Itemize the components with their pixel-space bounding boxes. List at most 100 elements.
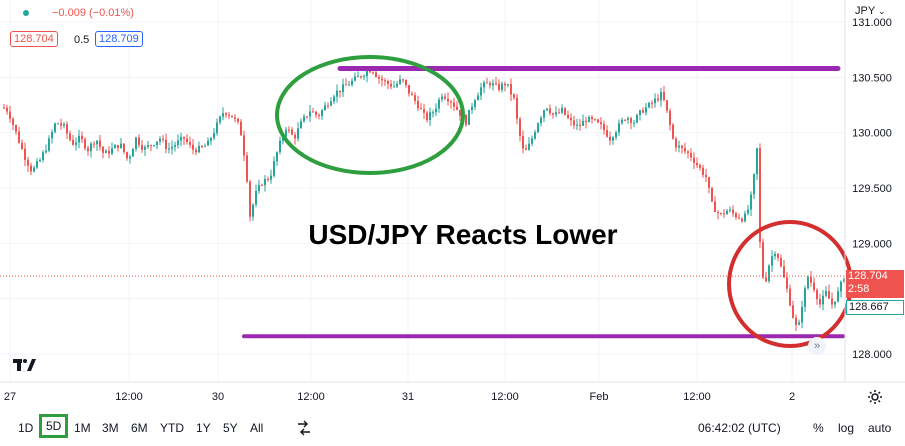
candle-body xyxy=(54,123,56,132)
candle-body xyxy=(207,140,209,146)
candle-body xyxy=(432,112,434,114)
candle-body xyxy=(285,129,287,137)
candle-body xyxy=(252,204,254,217)
candle-body xyxy=(459,109,461,116)
candle-body xyxy=(711,187,713,202)
candle-body xyxy=(567,114,569,118)
candle-body xyxy=(801,306,803,323)
candle-body xyxy=(813,282,815,290)
candle-body xyxy=(660,91,662,101)
candle-body xyxy=(633,122,635,124)
candle-body xyxy=(423,109,425,113)
candle-body xyxy=(507,84,509,86)
candle-body xyxy=(819,299,821,305)
candle-body xyxy=(447,98,449,102)
bid-price[interactable]: 128.704 xyxy=(10,31,58,47)
candle-body xyxy=(726,210,728,215)
candle-body xyxy=(369,71,371,73)
candle-body xyxy=(381,78,383,81)
currency-menu[interactable]: JPY ⌄ xyxy=(855,5,886,17)
range-3m[interactable]: 3M xyxy=(102,421,119,435)
candle-body xyxy=(576,124,578,126)
green-circle-annotation xyxy=(275,55,465,175)
candle-body xyxy=(174,144,176,147)
range-6m[interactable]: 6M xyxy=(131,421,148,435)
candle-body xyxy=(138,137,140,145)
candle-body xyxy=(543,110,545,118)
candle-body xyxy=(315,111,317,115)
candle-body xyxy=(33,167,35,172)
utc-clock[interactable]: 06:42:02 (UTC) xyxy=(698,421,781,435)
candle-body xyxy=(582,120,584,126)
candle-body xyxy=(549,108,551,114)
price-axis[interactable]: 131.000 130.500 130.000 129.500 129.000 128.0… xyxy=(852,17,892,361)
candle-body xyxy=(531,138,533,144)
time-tick-label: 31 xyxy=(402,391,414,403)
percent-toggle[interactable]: % xyxy=(813,421,824,435)
candle-body xyxy=(198,146,200,153)
candle-body xyxy=(681,145,683,148)
candle-body xyxy=(393,86,395,88)
candle-body xyxy=(783,266,785,278)
candle-body xyxy=(111,148,113,154)
candle-body xyxy=(669,110,671,125)
price-tick-label: 129.000 xyxy=(852,238,892,250)
candle-body xyxy=(570,117,572,121)
candle-body xyxy=(804,288,806,307)
candle-body xyxy=(81,135,83,140)
candle-body xyxy=(471,106,473,110)
tradingview-logo[interactable] xyxy=(13,357,37,373)
bottom-toolbar: 1D 5D 1M 3M 6M YTD 1Y 5Y All 06:42:02 (UTC) % lo… xyxy=(0,412,905,446)
candle-body xyxy=(36,161,38,168)
range-1d[interactable]: 1D xyxy=(18,421,34,435)
candle-body xyxy=(792,305,794,318)
candle-body xyxy=(321,110,323,116)
candle-body xyxy=(291,129,293,135)
candle-body xyxy=(246,155,248,182)
candle-body xyxy=(612,137,614,141)
candle-body xyxy=(39,160,41,162)
candle-body xyxy=(624,119,626,121)
candle-body xyxy=(231,115,233,118)
candle-body xyxy=(213,133,215,139)
compare-icon[interactable] xyxy=(296,420,312,436)
time-axis[interactable]: 27 12:00 30 12:00 31 12:00 Feb 12:00 2 xyxy=(4,391,795,403)
range-1y[interactable]: 1Y xyxy=(196,421,211,435)
candle-body xyxy=(366,71,368,77)
candle-body xyxy=(441,96,443,100)
range-all[interactable]: All xyxy=(250,421,264,435)
range-ytd[interactable]: YTD xyxy=(160,421,184,435)
candle-body xyxy=(303,116,305,122)
candle-body xyxy=(411,93,413,96)
candle-body xyxy=(150,145,152,147)
price-chart[interactable]: USD/JPY Reacts Lower 131.000 130.500 130.0… xyxy=(0,0,905,412)
range-1m[interactable]: 1M xyxy=(74,421,91,435)
candle-body xyxy=(24,148,26,160)
candle-body xyxy=(774,253,776,257)
ask-price[interactable]: 128.709 xyxy=(95,31,143,47)
candle-body xyxy=(249,181,251,217)
auto-toggle[interactable]: auto xyxy=(868,421,892,435)
candle-body xyxy=(426,112,428,121)
range-5d[interactable]: 5D xyxy=(39,414,69,438)
chevron-down-icon: ⌄ xyxy=(878,6,886,16)
candle-body xyxy=(21,142,23,149)
range-5y[interactable]: 5Y xyxy=(223,421,238,435)
candle-body xyxy=(387,81,389,84)
price-tick-label: 131.000 xyxy=(852,17,892,29)
log-toggle[interactable]: log xyxy=(838,421,855,435)
candle-body xyxy=(351,80,353,85)
candle-body xyxy=(420,108,422,110)
candle-body xyxy=(672,124,674,139)
candle-body xyxy=(723,213,725,215)
grid xyxy=(0,0,845,382)
gear-icon[interactable] xyxy=(867,389,883,405)
scroll-right-icon[interactable]: » xyxy=(808,337,826,355)
candle-body xyxy=(525,148,527,150)
candle-body xyxy=(360,76,362,78)
candle-body xyxy=(528,143,530,150)
candle-body xyxy=(663,91,665,101)
candle-body xyxy=(27,159,29,166)
candle-body xyxy=(444,96,446,99)
candle-body xyxy=(297,128,299,139)
